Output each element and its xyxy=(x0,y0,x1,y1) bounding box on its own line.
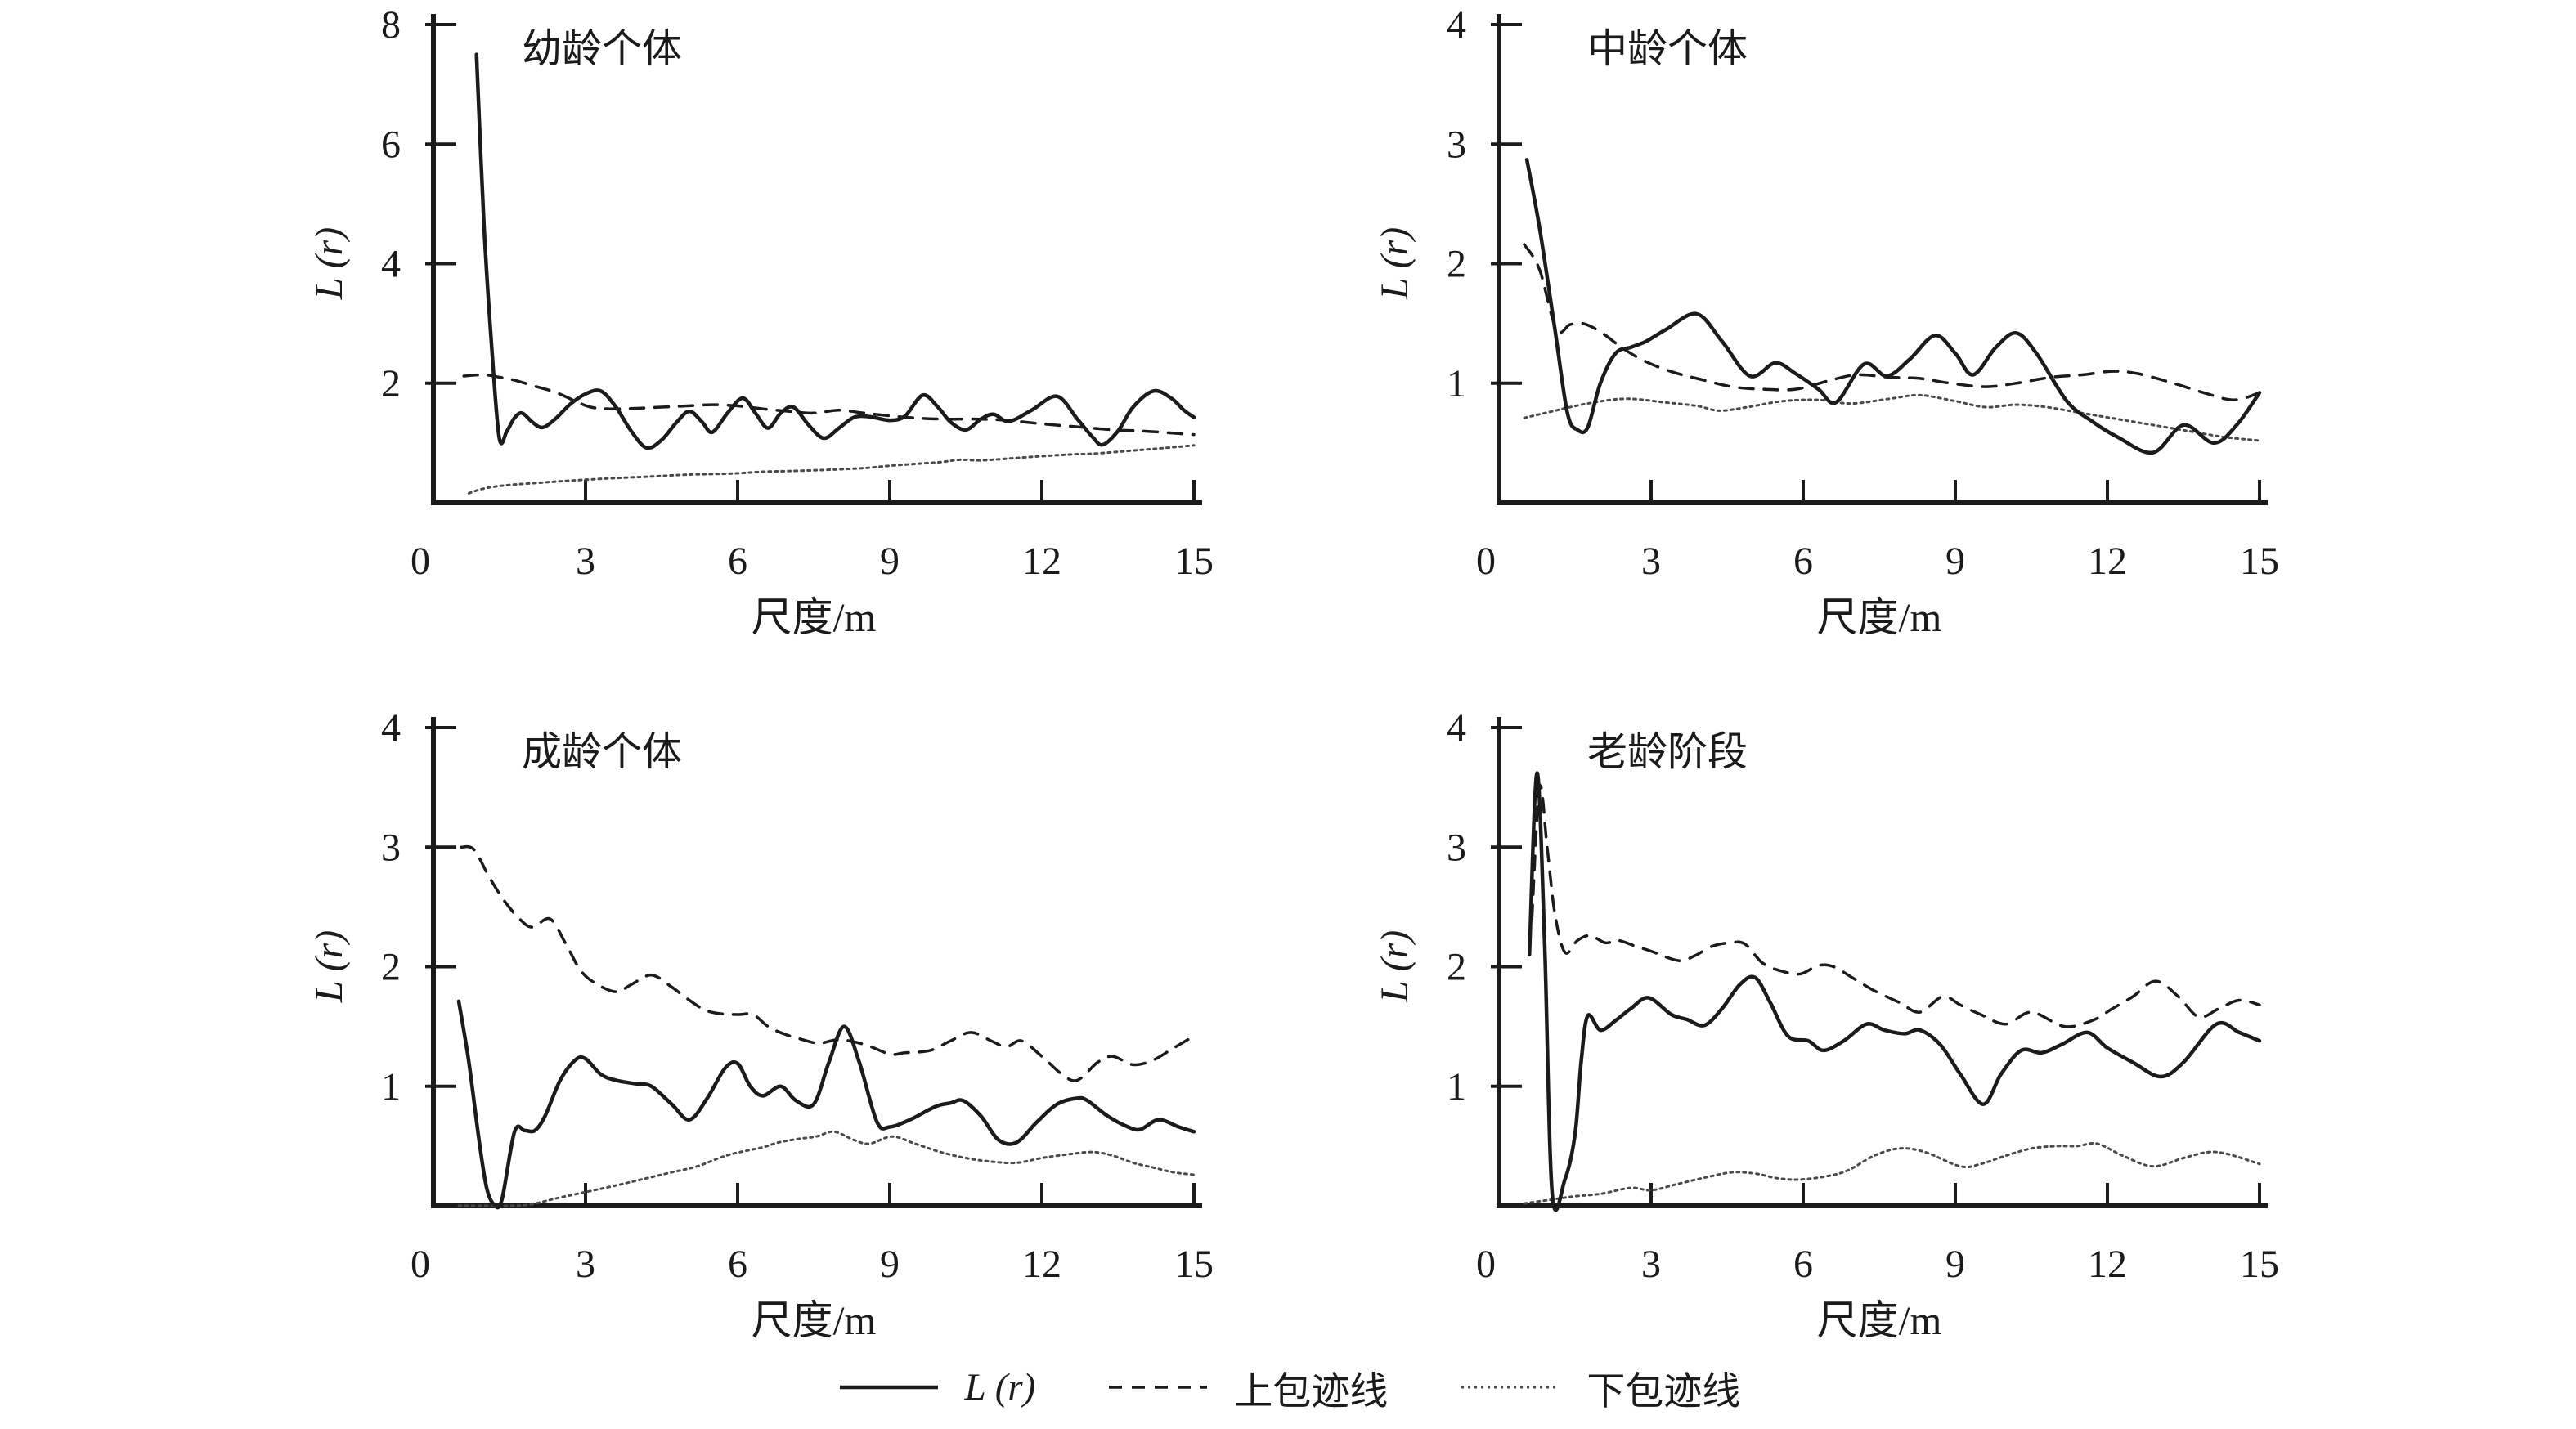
svg-text:12: 12 xyxy=(2088,540,2127,583)
y-axis-label: L (r) xyxy=(1373,930,1416,1003)
y-axis-label: L (r) xyxy=(307,930,351,1003)
svg-text:1: 1 xyxy=(1447,362,1466,405)
legend-label-lr: L (r) xyxy=(964,1366,1036,1409)
svg-text:3: 3 xyxy=(576,1243,595,1286)
curve-upper-envelope xyxy=(1523,243,2261,401)
panel-young-age: 2 4 6 8 0 3 6 9 12 15 幼龄个体尺度/m L (r) xyxy=(213,0,1251,654)
svg-text:2: 2 xyxy=(381,946,401,989)
svg-text:4: 4 xyxy=(1447,3,1466,47)
panel-title: 中龄个体 xyxy=(1587,26,1748,71)
curve-lower-envelope xyxy=(1523,393,2261,442)
legend-label-lower-envelope: 下包迹线 xyxy=(1586,1370,1741,1413)
svg-text:3: 3 xyxy=(1641,1243,1661,1286)
svg-text:3: 3 xyxy=(1447,123,1466,166)
dashed-line-sample-icon xyxy=(1109,1386,1208,1389)
svg-text:3: 3 xyxy=(1447,826,1466,869)
legend-item-lr: L (r) xyxy=(836,1365,1036,1409)
svg-text:0: 0 xyxy=(411,1243,430,1286)
solid-line-sample-icon xyxy=(839,1385,938,1390)
legend: L (r) 上包迹线 下包迹线 xyxy=(0,1351,2576,1424)
dotted-line-sample-icon xyxy=(1461,1386,1560,1389)
legend-item-lower-envelope: 下包迹线 xyxy=(1457,1360,1740,1416)
svg-text:12: 12 xyxy=(1022,540,1061,583)
x-axis-label: 尺度/m xyxy=(752,1297,877,1343)
curve-lower-envelope xyxy=(1523,1142,2261,1205)
svg-text:4: 4 xyxy=(381,706,401,750)
svg-text:15: 15 xyxy=(1174,540,1214,583)
curve-upper-envelope xyxy=(460,844,1196,1082)
svg-text:1: 1 xyxy=(1447,1065,1466,1109)
svg-text:6: 6 xyxy=(1793,1243,1813,1286)
curve-lr xyxy=(1527,771,2262,1212)
svg-text:9: 9 xyxy=(1945,1243,1965,1286)
y-axis-label: L (r) xyxy=(307,227,351,300)
svg-text:3: 3 xyxy=(381,826,401,869)
curve-lr xyxy=(1524,158,2262,455)
svg-text:1: 1 xyxy=(381,1065,401,1109)
panel-title: 老龄阶段 xyxy=(1587,729,1748,774)
legend-item-upper-envelope: 上包迹线 xyxy=(1105,1360,1388,1416)
svg-text:15: 15 xyxy=(2240,1243,2279,1286)
panel-title: 幼龄个体 xyxy=(522,26,682,71)
x-axis-label: 尺度/m xyxy=(1817,594,1942,640)
curve-upper-envelope xyxy=(1530,784,2261,1028)
x-axis-label: 尺度/m xyxy=(752,594,877,640)
svg-text:6: 6 xyxy=(381,123,401,166)
curve-lr xyxy=(456,999,1196,1210)
y-axis-label: L (r) xyxy=(1373,227,1416,300)
svg-text:3: 3 xyxy=(1641,540,1661,583)
svg-text:4: 4 xyxy=(381,243,401,286)
legend-label-upper-envelope: 上包迹线 xyxy=(1234,1370,1389,1413)
svg-text:8: 8 xyxy=(381,3,401,47)
x-axis-label: 尺度/m xyxy=(1817,1297,1942,1343)
svg-text:12: 12 xyxy=(2088,1243,2127,1286)
svg-text:9: 9 xyxy=(1945,540,1965,583)
panel-old-age: 1 2 3 4 0 3 6 9 12 15 老龄阶段 尺度/m L (r) xyxy=(1278,703,2317,1357)
svg-text:4: 4 xyxy=(1447,706,1466,750)
panel-mature-age: 1 2 3 4 0 3 6 9 12 15 成龄个体 尺度/m L (r) xyxy=(213,703,1251,1357)
svg-text:6: 6 xyxy=(728,540,747,583)
svg-text:9: 9 xyxy=(880,1243,900,1286)
svg-text:2: 2 xyxy=(381,362,401,405)
curve-upper-envelope xyxy=(462,373,1196,437)
svg-text:15: 15 xyxy=(1174,1243,1214,1286)
svg-text:15: 15 xyxy=(2240,540,2279,583)
svg-text:3: 3 xyxy=(576,540,595,583)
svg-text:9: 9 xyxy=(880,540,900,583)
svg-text:6: 6 xyxy=(728,1243,747,1286)
svg-text:6: 6 xyxy=(1793,540,1813,583)
panel-title: 成龄个体 xyxy=(522,729,682,774)
svg-text:0: 0 xyxy=(411,540,430,583)
svg-text:2: 2 xyxy=(1447,243,1466,286)
svg-text:0: 0 xyxy=(1476,1243,1496,1286)
svg-text:0: 0 xyxy=(1476,540,1496,583)
curve-lr xyxy=(474,52,1196,450)
curve-lower-envelope xyxy=(467,444,1196,495)
panel-middle-age: 1 2 3 4 0 3 6 9 12 15 中龄个体 尺度/m L (r) xyxy=(1278,0,2317,654)
curve-lower-envelope xyxy=(457,1130,1196,1207)
svg-text:2: 2 xyxy=(1447,946,1466,989)
svg-text:12: 12 xyxy=(1022,1243,1061,1286)
